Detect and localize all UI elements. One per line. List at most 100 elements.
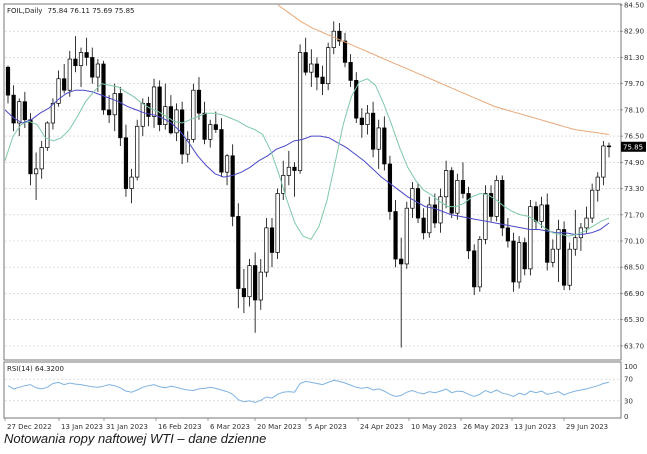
- candle-down-body: [320, 76, 325, 85]
- candle-up-body: [56, 78, 61, 104]
- candle-up-body: [494, 180, 499, 217]
- candle-down-body: [253, 265, 258, 301]
- candle-down-body: [22, 101, 27, 121]
- candle: [472, 244, 477, 296]
- candle: [326, 42, 331, 91]
- candle-down-body: [337, 30, 342, 42]
- candle: [404, 201, 409, 269]
- candle: [84, 37, 89, 66]
- candle: [578, 222, 584, 251]
- candle: [247, 259, 252, 307]
- candle-up-body: [247, 265, 252, 298]
- time-axis-label: 24 Apr 2023: [360, 423, 403, 431]
- price-axis-label: 68.50: [624, 264, 644, 272]
- candle: [382, 116, 387, 171]
- rsi-axis-label: 70: [624, 376, 633, 384]
- candle: [303, 37, 308, 76]
- candle-down-body: [466, 193, 471, 252]
- price-panel-frame: [3, 3, 622, 361]
- candle: [151, 78, 157, 128]
- candle-up-body: [595, 176, 600, 191]
- price-axis-label: 65.30: [624, 316, 644, 324]
- candle: [573, 209, 578, 256]
- time-axis-label: 31 Jan 2023: [106, 423, 148, 431]
- candle-down-body: [241, 288, 246, 298]
- candle: [427, 196, 432, 238]
- candle: [17, 98, 22, 137]
- candle-down-body: [522, 242, 527, 270]
- candle: [78, 47, 84, 87]
- ma-slow-line: [277, 4, 610, 135]
- candle: [488, 185, 494, 222]
- candle-up-body: [39, 147, 44, 170]
- candle: [387, 155, 393, 220]
- candle: [314, 57, 320, 91]
- candle-down-body: [269, 227, 275, 253]
- candle: [191, 83, 196, 143]
- candle: [359, 108, 364, 138]
- rsi-header: RSI(14) 64.3200: [7, 365, 64, 373]
- rsi-axis-label: 30: [624, 397, 633, 405]
- time-axis-label: 26 May 2023: [463, 423, 509, 431]
- candle-down-body: [314, 63, 320, 78]
- price-axis-label: 74.90: [624, 159, 644, 167]
- candle: [550, 239, 555, 268]
- time-axis-label: 27 Dec 2022: [7, 423, 52, 431]
- candle-down-body: [371, 112, 376, 150]
- chart-caption: Notowania ropy naftowej WTI – dane dzien…: [4, 431, 267, 446]
- candle-down-body: [449, 170, 454, 214]
- candle-down-body: [123, 137, 129, 189]
- candle: [253, 252, 258, 333]
- candle-up-body: [33, 168, 39, 175]
- candle: [331, 21, 336, 55]
- candle: [39, 141, 44, 179]
- candle-up-body: [78, 52, 84, 66]
- candle-down-body: [511, 240, 516, 283]
- candle: [539, 196, 544, 228]
- candle-down-body: [359, 117, 364, 125]
- price-tag-label: 75.85: [623, 143, 643, 151]
- candle-down-body: [488, 193, 494, 217]
- candle: [595, 172, 600, 202]
- candle-down-body: [505, 227, 510, 242]
- candle-up-body: [17, 101, 22, 124]
- candle-up-body: [297, 52, 303, 171]
- candle-up-body: [483, 193, 488, 240]
- ma-fast-line: [4, 78, 610, 241]
- candle-up-body: [601, 145, 606, 178]
- price-axis-label: 76.50: [624, 133, 644, 141]
- candle: [460, 162, 466, 199]
- candle-up-body: [191, 89, 196, 140]
- candle-up-body: [567, 248, 572, 286]
- time-axis-label: 6 Mar 2023: [210, 423, 250, 431]
- price-axis: 84.50 82.90 81.30 79.70 78.10 76.50 74.90 73.30…: [620, 2, 644, 350]
- candle: [444, 160, 449, 209]
- candle: [342, 32, 348, 68]
- candle-down-body: [432, 204, 437, 224]
- rsi-axis-label: 0: [624, 413, 628, 421]
- candle-up-body: [135, 125, 140, 178]
- candle: [118, 86, 123, 146]
- candle: [590, 183, 595, 223]
- candle: [309, 49, 314, 87]
- candle-down-body: [146, 102, 151, 117]
- candle-up-body: [550, 248, 555, 263]
- candle: [371, 101, 376, 158]
- candles: [5, 21, 612, 348]
- candle-down-body: [348, 62, 353, 81]
- candle-down-body: [230, 155, 235, 217]
- candle: [157, 80, 162, 132]
- candle: [421, 208, 426, 240]
- candle-up-body: [528, 206, 533, 270]
- candle-up-body: [140, 102, 145, 127]
- time-axis-label: 5 Apr 2023: [308, 423, 347, 431]
- price-axis-label: 73.30: [624, 185, 644, 193]
- time-axis-label: 10 May 2023: [411, 423, 457, 431]
- candle: [606, 142, 612, 158]
- price-axis-label: 71.70: [624, 211, 644, 219]
- candle: [33, 152, 39, 201]
- candle-up-body: [517, 242, 522, 283]
- price-grid: [5, 30, 620, 347]
- candle-up-body: [427, 204, 432, 234]
